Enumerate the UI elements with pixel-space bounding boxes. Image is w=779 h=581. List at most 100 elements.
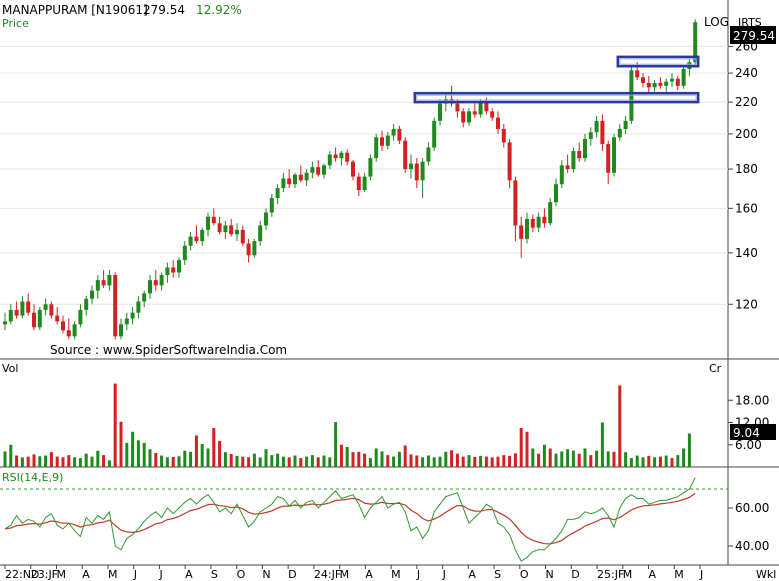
volume-bar-down xyxy=(339,444,343,467)
price-tick-label: 200 xyxy=(735,127,758,141)
candle-up xyxy=(322,165,326,175)
volume-bar-up xyxy=(368,458,372,467)
candle-down xyxy=(565,165,570,170)
volume-bar-up xyxy=(310,455,314,467)
volume-bar-up xyxy=(345,446,349,467)
volume-bar-up xyxy=(206,448,210,467)
candle-up xyxy=(339,152,344,159)
candle-up xyxy=(304,172,309,181)
volume-bar-up xyxy=(624,452,628,467)
volume-bar-up xyxy=(142,442,146,467)
candle-up xyxy=(90,290,94,299)
period-label: Wkl xyxy=(756,568,776,581)
volume-bar-down xyxy=(461,456,465,467)
candle-up xyxy=(583,138,587,159)
volume-bar-up xyxy=(78,458,82,467)
candle-down xyxy=(641,77,645,83)
x-tick-label: O xyxy=(237,568,246,581)
volume-bar-down xyxy=(502,455,506,467)
candle-down xyxy=(542,216,547,224)
volume-bar-up xyxy=(293,455,297,467)
volume-last-tag-text: 9.04 xyxy=(733,426,760,440)
candle-down xyxy=(501,128,506,143)
candle-up xyxy=(107,275,112,286)
x-tick-label: N xyxy=(262,568,270,581)
candle-down xyxy=(472,111,477,115)
volume-bar-down xyxy=(612,451,616,467)
volume-bar-up xyxy=(571,450,575,467)
last-price-header: 279.54 xyxy=(143,3,185,17)
candle-up xyxy=(252,241,257,256)
volume-bar-up xyxy=(38,456,42,467)
candle-up xyxy=(293,174,297,185)
volume-tick-label: 6.00 xyxy=(735,438,762,452)
volume-bar-down xyxy=(473,456,477,467)
price-tick-label: 180 xyxy=(735,162,758,176)
volume-bar-down xyxy=(316,457,320,467)
candle-up xyxy=(20,301,25,316)
volume-bar-up xyxy=(270,455,274,467)
candle-down xyxy=(484,102,489,112)
x-tick-label: J xyxy=(158,568,162,581)
candle-up xyxy=(612,137,616,173)
candle-down xyxy=(351,161,355,177)
candle-up xyxy=(681,68,686,86)
candle-up xyxy=(258,225,263,242)
candle-up xyxy=(438,103,442,121)
volume-bar-up xyxy=(682,448,686,467)
candle-down xyxy=(211,216,216,224)
rsi-label: RSI(14,E,9) xyxy=(2,471,63,484)
volume-bar-up xyxy=(334,422,338,467)
candle-down xyxy=(113,275,118,337)
candle-up xyxy=(3,321,7,325)
candle-down xyxy=(240,229,245,244)
volume-bar-up xyxy=(653,457,657,467)
x-tick-label: N xyxy=(546,568,554,581)
candle-down xyxy=(26,301,31,313)
candle-down xyxy=(316,167,321,175)
volume-bar-up xyxy=(397,451,401,467)
volume-bar-down xyxy=(537,453,541,467)
volume-bar-down xyxy=(351,452,355,467)
volume-bar-down xyxy=(450,450,454,467)
candle-down xyxy=(55,315,60,322)
volume-bar-up xyxy=(3,451,7,467)
volume-bar-down xyxy=(386,455,390,467)
symbol-title: MANAPPURAM [N19061] xyxy=(2,3,148,17)
volume-bar-up xyxy=(235,455,239,467)
volume-bar-up xyxy=(136,440,140,467)
candle-up xyxy=(525,218,529,239)
volume-bar-up xyxy=(432,457,436,467)
volume-bar-up xyxy=(554,453,558,467)
volume-bar-down xyxy=(658,456,662,467)
candle-down xyxy=(246,243,251,256)
candle-up xyxy=(95,280,100,291)
volume-bar-up xyxy=(305,456,309,467)
volume-bar-up xyxy=(90,456,94,467)
volume-bar-down xyxy=(484,456,488,467)
volume-bar-up xyxy=(531,448,535,467)
candle-down xyxy=(490,111,495,118)
volume-bar-up xyxy=(392,456,396,467)
volume-bar-up xyxy=(641,457,645,467)
x-tick-label: A xyxy=(82,568,90,581)
x-tick-label: S xyxy=(211,568,218,581)
volume-label: Vol xyxy=(2,362,18,375)
candle-down xyxy=(66,330,71,337)
candle-up xyxy=(223,225,228,233)
volume-bar-down xyxy=(15,455,19,467)
x-tick-label: A xyxy=(468,568,476,581)
rsi-average-line xyxy=(4,492,696,545)
candle-up xyxy=(130,312,135,319)
candle-down xyxy=(229,225,234,235)
candle-up xyxy=(559,165,564,185)
candle-up xyxy=(467,111,471,123)
x-tick-label: J xyxy=(133,568,137,581)
candle-down xyxy=(513,180,518,226)
volume-bar-up xyxy=(467,455,471,467)
volume-bar-up xyxy=(374,448,378,467)
price-tick-label: 120 xyxy=(735,297,758,311)
volume-bar-up xyxy=(160,455,164,467)
volume-bar-down xyxy=(113,383,117,467)
